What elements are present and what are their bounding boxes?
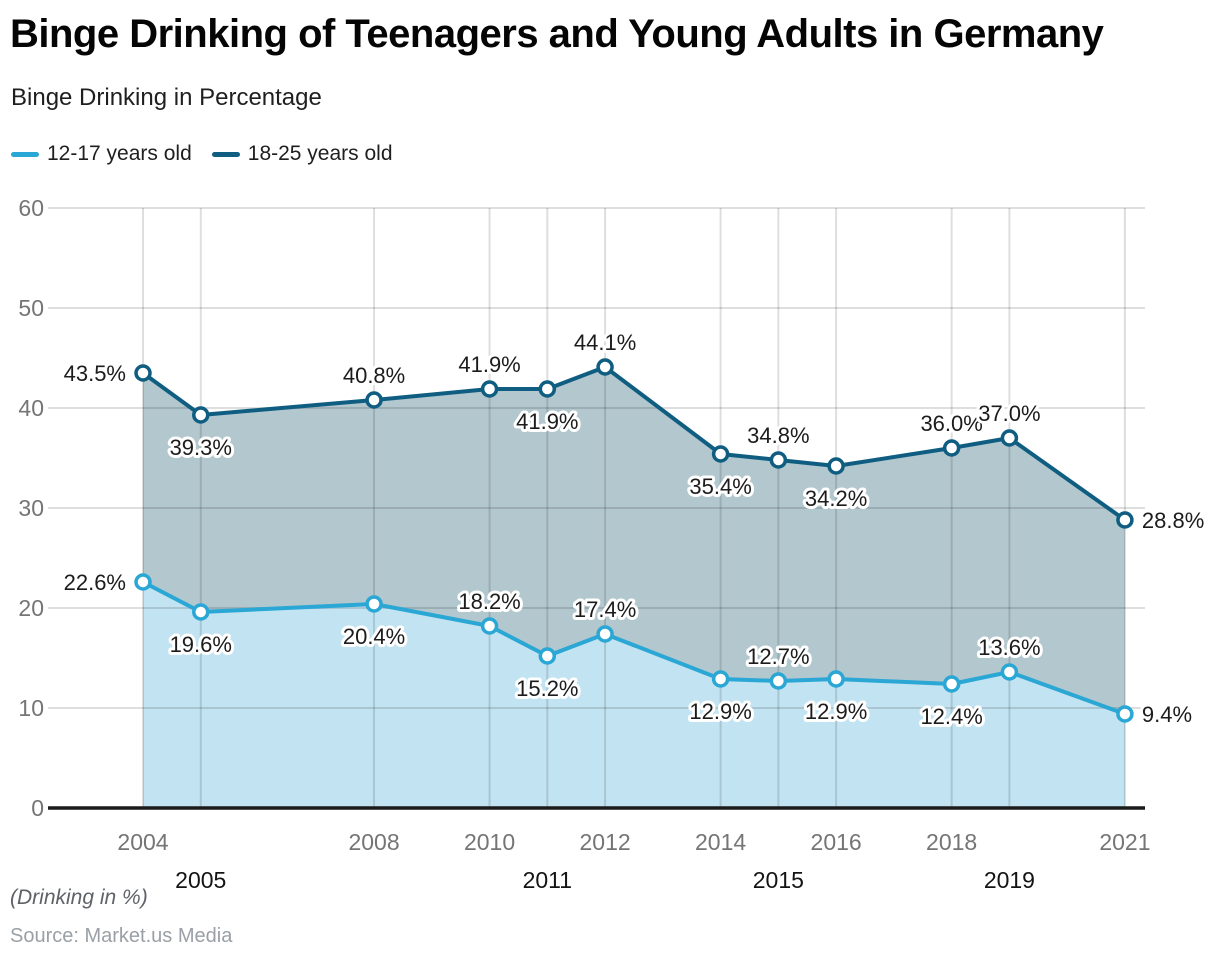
data-label-12-17-years-old: 9.4% bbox=[1142, 702, 1192, 727]
legend-label-12-17: 12-17 years old bbox=[47, 142, 192, 165]
data-point-18-25-years-old[interactable] bbox=[134, 364, 152, 382]
x-tick-label: 2012 bbox=[579, 829, 630, 855]
y-tick-label: 10 bbox=[18, 695, 44, 721]
data-point-12-17-years-old[interactable] bbox=[1000, 663, 1019, 681]
series-line-18-25-years-old bbox=[141, 365, 1127, 522]
data-point-18-25-years-old[interactable] bbox=[827, 457, 845, 475]
x-tick-label: 2008 bbox=[348, 829, 399, 855]
data-point-18-25-years-old[interactable] bbox=[769, 451, 788, 469]
data-label-12-17-years-old: 22.6% bbox=[64, 570, 126, 595]
legend-swatch-18-25 bbox=[211, 151, 240, 157]
chart-subtitle: Binge Drinking in Percentage bbox=[11, 84, 322, 111]
data-label-12-17-years-old: 12.7% bbox=[747, 644, 809, 669]
data-point-12-17-years-old[interactable] bbox=[769, 672, 788, 690]
data-label-18-25-years-old: 36.0% bbox=[920, 411, 982, 436]
data-point-18-25-years-old[interactable] bbox=[711, 445, 730, 463]
x-tick-label: 2004 bbox=[117, 829, 168, 855]
data-point-18-25-years-old[interactable] bbox=[480, 380, 499, 398]
x-tick-label: 2016 bbox=[811, 829, 862, 855]
data-point-12-17-years-old[interactable] bbox=[942, 675, 961, 693]
data-point-18-25-years-old[interactable] bbox=[1000, 429, 1019, 447]
legend-swatch-12-17 bbox=[11, 151, 39, 157]
x-tick-label: 2015 bbox=[753, 867, 804, 893]
data-label-18-25-years-old: 41.9% bbox=[458, 352, 520, 377]
legend: 12-17 years old 18-25 years old bbox=[11, 142, 393, 166]
x-tick-label: 2021 bbox=[1099, 829, 1150, 855]
data-label-12-17-years-old: 17.4% bbox=[574, 597, 636, 622]
data-label-12-17-years-old: 15.2% bbox=[516, 676, 578, 701]
data-label-12-17-years-old: 13.6% bbox=[978, 635, 1040, 660]
data-point-18-25-years-old[interactable] bbox=[1116, 511, 1134, 529]
data-label-18-25-years-old: 34.2% bbox=[805, 486, 867, 511]
data-label-12-17-years-old: 20.4% bbox=[343, 624, 405, 649]
data-point-12-17-years-old[interactable] bbox=[365, 595, 383, 613]
legend-label-18-25: 18-25 years old bbox=[247, 142, 393, 165]
data-label-12-17-years-old: 18.2% bbox=[458, 589, 520, 614]
y-tick-label: 40 bbox=[18, 395, 44, 421]
area-12-17-years-old bbox=[143, 582, 1125, 808]
data-point-18-25-years-old[interactable] bbox=[365, 391, 383, 409]
data-point-12-17-years-old[interactable] bbox=[134, 573, 152, 591]
data-point-12-17-years-old[interactable] bbox=[192, 603, 210, 621]
chart-footnote: (Drinking in %) bbox=[10, 886, 148, 909]
y-tick-label: 60 bbox=[18, 195, 44, 221]
data-point-12-17-years-old[interactable] bbox=[711, 670, 730, 688]
y-tick-label: 30 bbox=[18, 495, 44, 521]
x-tick-label: 2011 bbox=[523, 867, 572, 893]
series-line-12-17-years-old bbox=[141, 580, 1127, 716]
y-tick-label: 50 bbox=[18, 295, 44, 321]
data-label-18-25-years-old: 43.5% bbox=[64, 361, 126, 386]
data-label-18-25-years-old: 39.3% bbox=[170, 435, 232, 460]
data-label-12-17-years-old: 19.6% bbox=[170, 632, 232, 657]
data-point-12-17-years-old[interactable] bbox=[827, 670, 845, 688]
data-point-18-25-years-old[interactable] bbox=[192, 406, 210, 424]
x-tick-label: 2005 bbox=[175, 867, 226, 893]
chart-title: Binge Drinking of Teenagers and Young Ad… bbox=[10, 12, 1104, 56]
data-label-18-25-years-old: 37.0% bbox=[978, 401, 1040, 426]
y-tick-label: 20 bbox=[18, 595, 44, 621]
data-label-18-25-years-old: 40.8% bbox=[343, 363, 405, 388]
data-label-18-25-years-old: 35.4% bbox=[689, 474, 751, 499]
source-credit: Source: Market.us Media bbox=[10, 925, 233, 947]
data-label-12-17-years-old: 12.4% bbox=[920, 704, 982, 729]
x-tick-label: 2018 bbox=[926, 829, 977, 855]
x-tick-label: 2010 bbox=[464, 829, 515, 855]
data-point-12-17-years-old[interactable] bbox=[1116, 705, 1134, 723]
y-tick-label: 0 bbox=[31, 795, 44, 821]
data-point-18-25-years-old[interactable] bbox=[538, 380, 557, 398]
x-tick-label: 2014 bbox=[695, 829, 746, 855]
x-tick-label: 2019 bbox=[984, 867, 1035, 893]
binge-drinking-chart: 0 10 20 30 40 50 60 2004 2005 2008 2010 2011 2012 201… bbox=[18, 195, 1207, 893]
data-label-18-25-years-old: 41.9% bbox=[516, 409, 578, 434]
data-label-12-17-years-old: 12.9% bbox=[805, 699, 867, 724]
data-label-18-25-years-old: 44.1% bbox=[574, 330, 636, 355]
data-label-18-25-years-old: 28.8% bbox=[1142, 508, 1204, 533]
data-point-18-25-years-old[interactable] bbox=[942, 439, 961, 457]
legend-item-18-25[interactable]: 18-25 years old bbox=[211, 142, 393, 166]
data-point-12-17-years-old[interactable] bbox=[480, 617, 499, 635]
data-point-18-25-years-old[interactable] bbox=[596, 358, 614, 376]
data-point-12-17-years-old[interactable] bbox=[596, 625, 614, 643]
data-point-12-17-years-old[interactable] bbox=[538, 647, 557, 665]
data-label-18-25-years-old: 34.8% bbox=[747, 423, 809, 448]
data-label-12-17-years-old: 12.9% bbox=[689, 699, 751, 724]
legend-item-12-17[interactable]: 12-17 years old bbox=[11, 142, 192, 166]
